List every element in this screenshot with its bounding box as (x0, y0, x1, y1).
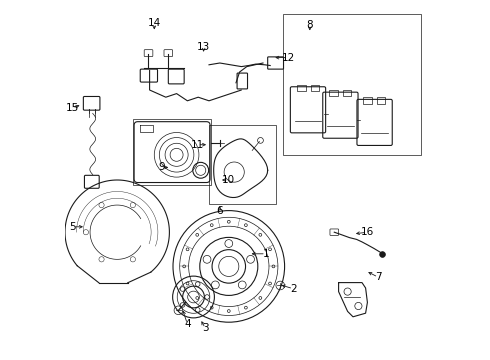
Text: 1: 1 (263, 249, 269, 259)
Bar (377, 97, 385, 104)
Circle shape (183, 265, 186, 268)
Circle shape (186, 282, 189, 285)
Text: 8: 8 (306, 20, 313, 30)
Text: 4: 4 (184, 319, 191, 329)
Text: 11: 11 (191, 140, 204, 150)
Text: 14: 14 (147, 18, 161, 28)
Circle shape (186, 248, 189, 251)
Bar (133, 119, 211, 185)
Bar (343, 90, 351, 96)
Text: 6: 6 (217, 206, 223, 216)
Text: 10: 10 (222, 175, 235, 185)
Text: 12: 12 (282, 53, 295, 63)
Bar (283, 14, 421, 155)
Circle shape (210, 224, 213, 226)
Text: 15: 15 (66, 103, 79, 113)
Text: 5: 5 (70, 222, 76, 232)
Circle shape (210, 306, 213, 309)
Circle shape (245, 306, 247, 309)
Bar (329, 90, 338, 96)
Circle shape (196, 233, 198, 236)
Circle shape (269, 282, 271, 285)
Text: 13: 13 (197, 42, 210, 52)
Circle shape (259, 233, 262, 236)
Bar (363, 97, 372, 104)
Text: 7: 7 (375, 272, 382, 282)
Circle shape (245, 224, 247, 226)
Bar (296, 85, 306, 91)
Circle shape (380, 252, 386, 257)
Bar (209, 125, 275, 204)
Bar (311, 85, 319, 91)
Circle shape (196, 297, 198, 300)
Circle shape (227, 220, 230, 223)
Circle shape (272, 265, 275, 268)
Circle shape (269, 248, 271, 251)
Text: 16: 16 (361, 227, 374, 237)
Circle shape (259, 297, 262, 300)
Text: 9: 9 (158, 162, 165, 172)
Text: 3: 3 (202, 323, 209, 333)
Circle shape (227, 310, 230, 312)
Text: 2: 2 (290, 284, 296, 294)
